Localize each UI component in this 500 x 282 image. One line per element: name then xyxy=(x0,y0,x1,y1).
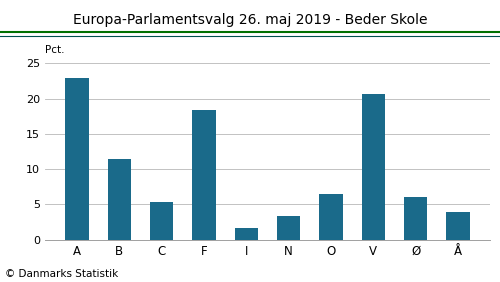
Bar xyxy=(404,197,427,240)
Bar xyxy=(446,212,470,240)
Bar xyxy=(192,110,216,240)
Bar xyxy=(108,158,131,240)
Bar xyxy=(150,202,173,240)
Bar xyxy=(234,228,258,240)
Text: Europa-Parlamentsvalg 26. maj 2019 - Beder Skole: Europa-Parlamentsvalg 26. maj 2019 - Bed… xyxy=(73,13,427,27)
Bar xyxy=(277,217,300,240)
Text: © Danmarks Statistik: © Danmarks Statistik xyxy=(5,269,118,279)
Bar xyxy=(362,94,385,240)
Text: Pct.: Pct. xyxy=(45,45,64,54)
Bar xyxy=(320,194,342,240)
Bar xyxy=(65,78,88,240)
